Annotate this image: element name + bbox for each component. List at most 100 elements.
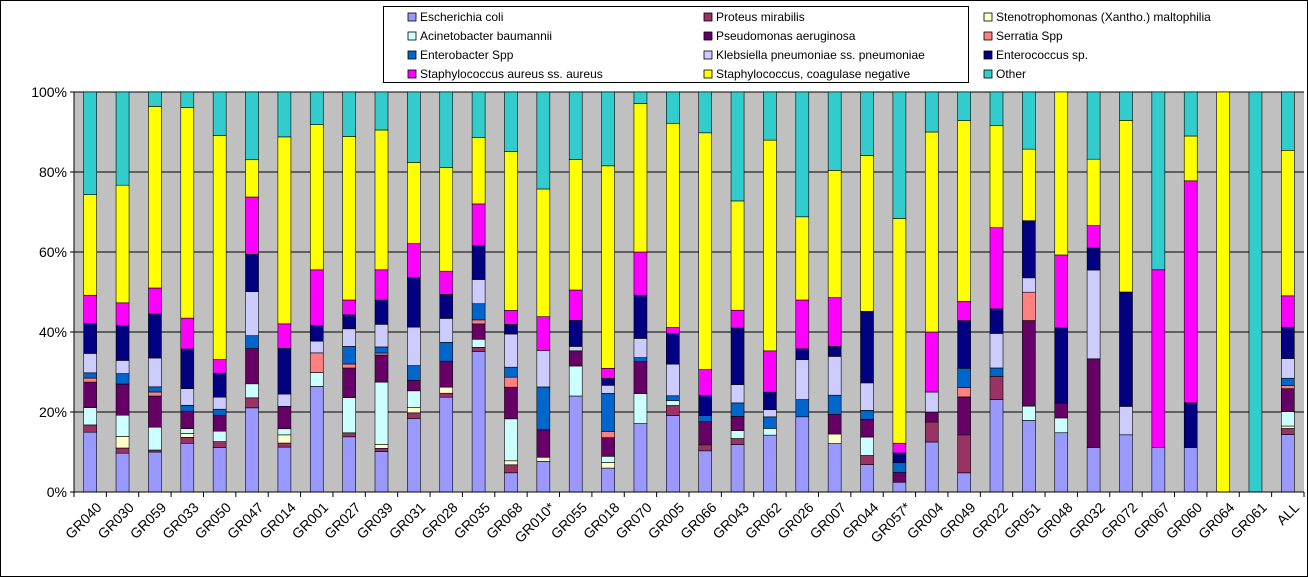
bar-segment — [115, 373, 130, 385]
bar-segment — [1281, 388, 1295, 412]
bar-segment — [666, 395, 680, 401]
bar-segment — [212, 430, 227, 442]
bar-segment — [633, 338, 648, 358]
bar-segment — [407, 407, 421, 414]
bar-segment — [924, 91, 939, 133]
bar-segment — [536, 350, 551, 388]
bar-segment — [245, 383, 259, 399]
bar-stack — [730, 91, 745, 493]
bar-segment — [1183, 402, 1198, 448]
bar-segment — [892, 442, 907, 454]
bar-segment — [536, 188, 551, 317]
y-tick-label: 20% — [39, 404, 67, 420]
bar-segment — [245, 159, 259, 198]
bar-segment — [892, 472, 907, 483]
bar-segment — [439, 342, 454, 362]
bar-segment — [504, 376, 518, 388]
bar-segment — [568, 346, 583, 352]
bar-stack — [407, 91, 421, 493]
bar-segment — [180, 437, 195, 444]
bar-segment — [827, 170, 842, 298]
legend-label: Stenotrophomonas (Xantho.) maltophilia — [996, 10, 1211, 24]
bar-segment — [730, 402, 745, 417]
bar-segment — [536, 386, 551, 431]
bar-segment — [180, 404, 195, 412]
bar-stack — [827, 91, 842, 493]
bar-segment — [504, 472, 518, 493]
bar-segment — [601, 385, 615, 394]
bar-segment — [601, 437, 615, 457]
bar-segment — [407, 277, 421, 328]
bar-segment — [1119, 291, 1133, 407]
bar-segment — [374, 129, 389, 271]
bar-segment — [957, 387, 971, 398]
bar-segment — [1086, 225, 1101, 249]
legend-swatch — [983, 50, 993, 60]
bar-segment — [245, 397, 259, 409]
bar-segment — [957, 320, 971, 369]
bar-segment — [180, 442, 195, 493]
bar-stack — [957, 91, 971, 493]
bar-segment — [439, 392, 454, 398]
y-tick-label: 0% — [47, 484, 67, 500]
bar-segment — [730, 309, 745, 329]
bar-segment — [633, 251, 648, 296]
bar-segment — [212, 414, 227, 432]
bar-stack — [212, 91, 227, 493]
bar-segment — [698, 132, 712, 370]
bar-segment — [730, 430, 745, 439]
bar-stack — [115, 91, 130, 493]
bar-stack — [1086, 91, 1101, 493]
bar-segment — [504, 310, 518, 325]
bar-segment — [471, 351, 486, 493]
bar-segment — [83, 407, 97, 426]
bar-segment — [957, 368, 971, 388]
bar-stack — [633, 91, 648, 493]
bar-segment — [536, 456, 551, 462]
bar-segment — [989, 227, 1004, 310]
bar-segment — [212, 441, 227, 448]
bar-segment — [1151, 91, 1166, 271]
bar-segment — [83, 372, 97, 379]
bar-segment — [1281, 295, 1295, 328]
bar-segment — [148, 106, 162, 289]
bar-segment — [439, 360, 454, 388]
bar-segment — [471, 137, 486, 205]
bar-segment — [180, 428, 195, 434]
bar-segment — [827, 443, 842, 493]
bar-segment — [374, 346, 389, 354]
bar-segment — [148, 391, 162, 397]
y-tick-label: 80% — [39, 164, 67, 180]
bar-segment — [568, 365, 583, 397]
bar-segment — [989, 399, 1004, 493]
legend-swatch — [407, 69, 417, 79]
bar-segment — [245, 91, 259, 161]
bar-segment — [1281, 434, 1295, 493]
bar-segment — [568, 289, 583, 321]
bar-segment — [1281, 326, 1295, 359]
bar-segment — [1054, 432, 1069, 493]
bar-segment — [342, 436, 356, 493]
bar-segment — [795, 348, 810, 360]
bar-segment — [666, 333, 680, 365]
bar-segment — [471, 203, 486, 246]
bar-segment — [309, 352, 324, 373]
bar-segment — [1022, 320, 1036, 407]
bar-segment — [1281, 377, 1295, 386]
bar-segment — [148, 386, 162, 393]
bar-segment — [989, 333, 1004, 369]
bar-segment — [601, 431, 615, 438]
bar-segment — [1151, 269, 1166, 448]
bar-stack — [83, 91, 97, 493]
bar-segment — [698, 369, 712, 396]
bar-segment — [374, 354, 389, 383]
bar-segment — [601, 367, 615, 379]
bar-segment — [1183, 135, 1198, 182]
bar-segment — [439, 294, 454, 319]
bar-segment — [1086, 447, 1101, 493]
bar-segment — [180, 388, 195, 406]
bar-stack — [439, 91, 454, 493]
bar-segment — [892, 452, 907, 464]
bar-segment — [180, 317, 195, 350]
legend-label: Escherichia coli — [420, 10, 503, 24]
